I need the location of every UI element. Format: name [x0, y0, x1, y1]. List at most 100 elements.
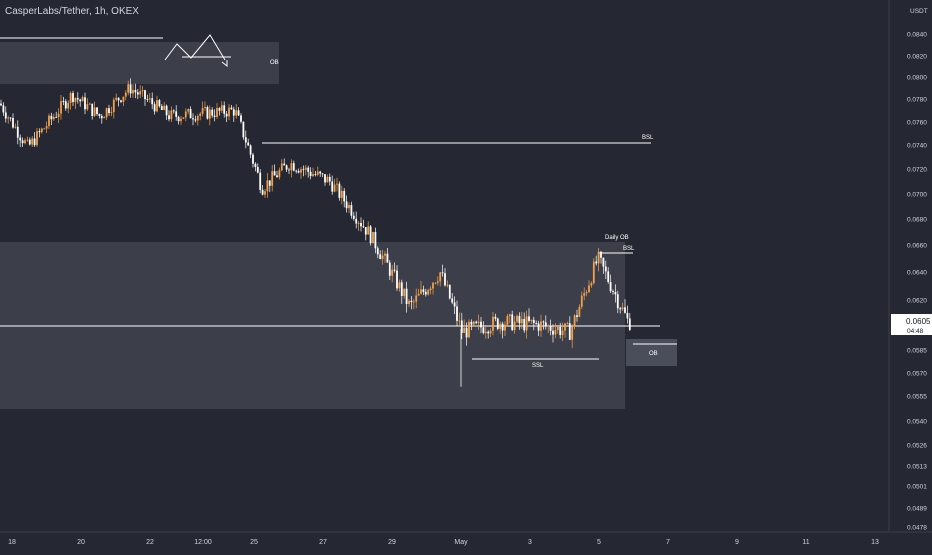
candle-body [60, 101, 62, 114]
candle-body [340, 190, 343, 198]
candle-body [436, 281, 439, 283]
time-tick-9: 5 [597, 539, 601, 546]
time-tick-0: 18 [8, 539, 16, 546]
candle-body [489, 330, 492, 334]
candle-body [228, 107, 230, 117]
candle-body [578, 306, 581, 317]
price-tick-1: 0.0820 [907, 54, 927, 61]
candle-body [45, 126, 48, 129]
candle-body [415, 295, 418, 302]
candle-body [396, 270, 398, 289]
candle-body [475, 321, 478, 324]
time-tick-1: 20 [77, 539, 85, 546]
candle-body [276, 175, 278, 178]
candle-body [350, 205, 353, 216]
candle-body [163, 105, 166, 110]
candle-body [192, 118, 194, 120]
price-tick-4: 0.0760 [907, 120, 927, 127]
candle-body [312, 174, 314, 177]
candle-body [484, 331, 487, 334]
candle-body [446, 284, 449, 286]
candle-body [252, 154, 254, 164]
candle-body [122, 96, 125, 102]
candle-body [50, 115, 53, 120]
candle-body [506, 315, 509, 325]
last-price-value: 0.0605 [906, 317, 931, 326]
candle-body [216, 108, 218, 118]
candle-body [144, 90, 146, 100]
currency-label: USDT [910, 8, 928, 15]
candle-body [124, 92, 127, 97]
candle-body [24, 140, 26, 144]
candle-body [86, 104, 89, 110]
candle-body [43, 128, 46, 130]
candle-body [360, 222, 362, 227]
candle-body [597, 251, 600, 264]
candle-body [40, 128, 43, 133]
candle-body [93, 107, 96, 116]
candle-body [31, 138, 34, 145]
candle-body [441, 272, 444, 274]
price-tick-19: 0.0489 [907, 506, 927, 513]
time-tick-12: 11 [802, 539, 809, 546]
candle-body [405, 288, 408, 304]
candle-body [518, 315, 521, 324]
time-tick-7: May [454, 539, 468, 546]
candle-body [175, 111, 178, 117]
ob-right-label: OB [649, 351, 658, 357]
candle-body [367, 226, 370, 235]
time-tick-3: 12:00 [194, 539, 212, 546]
candle-body [448, 284, 451, 299]
candle-body [576, 315, 578, 317]
candle-body [408, 300, 410, 304]
candle-body [158, 100, 161, 107]
candle-body [530, 319, 533, 322]
time-tick-10: 7 [666, 539, 670, 546]
candle-body [444, 273, 446, 286]
candle-body [499, 323, 502, 329]
candle-body [189, 109, 192, 119]
price-tick-15: 0.0540 [907, 419, 927, 426]
candle-body [76, 97, 79, 100]
candle-body [374, 231, 377, 249]
candle-body [307, 167, 310, 172]
candle-body [2, 105, 5, 113]
candle-body [336, 183, 338, 185]
candle-body [628, 318, 631, 330]
candle-body [98, 113, 101, 116]
candle-body [160, 106, 163, 110]
price-tick-10: 0.0640 [907, 270, 927, 277]
candle-body [470, 321, 473, 325]
candle-body [204, 106, 206, 109]
candle-body [292, 163, 295, 171]
candle-body [616, 294, 619, 309]
candle-body [285, 165, 288, 170]
candle-body [211, 109, 214, 116]
time-tick-13: 13 [871, 539, 879, 546]
candle-body [585, 292, 588, 294]
candle-body [235, 110, 238, 116]
candle-body [328, 176, 331, 182]
candle-body [74, 97, 77, 102]
symbol-title: CasperLabs/Tether, 1h, OKEX [5, 6, 139, 17]
candle-body [424, 291, 427, 295]
candle-body [504, 324, 506, 331]
candle-body [72, 93, 74, 102]
candle-body [458, 320, 461, 322]
price-tick-6: 0.0720 [907, 167, 927, 174]
candle-body [182, 117, 185, 119]
candle-body [501, 323, 504, 331]
price-tick-18: 0.0501 [907, 484, 927, 491]
candle-body [372, 231, 374, 244]
candle-body [112, 99, 115, 113]
candle-body [69, 93, 72, 103]
candle-body [556, 326, 559, 331]
candle-body [177, 116, 180, 122]
candle-body [165, 105, 168, 116]
candle-body [266, 180, 269, 192]
candle-body [247, 142, 250, 146]
price-tick-9: 0.0660 [907, 243, 927, 250]
candle-body [254, 163, 257, 167]
candle-body [300, 169, 302, 173]
